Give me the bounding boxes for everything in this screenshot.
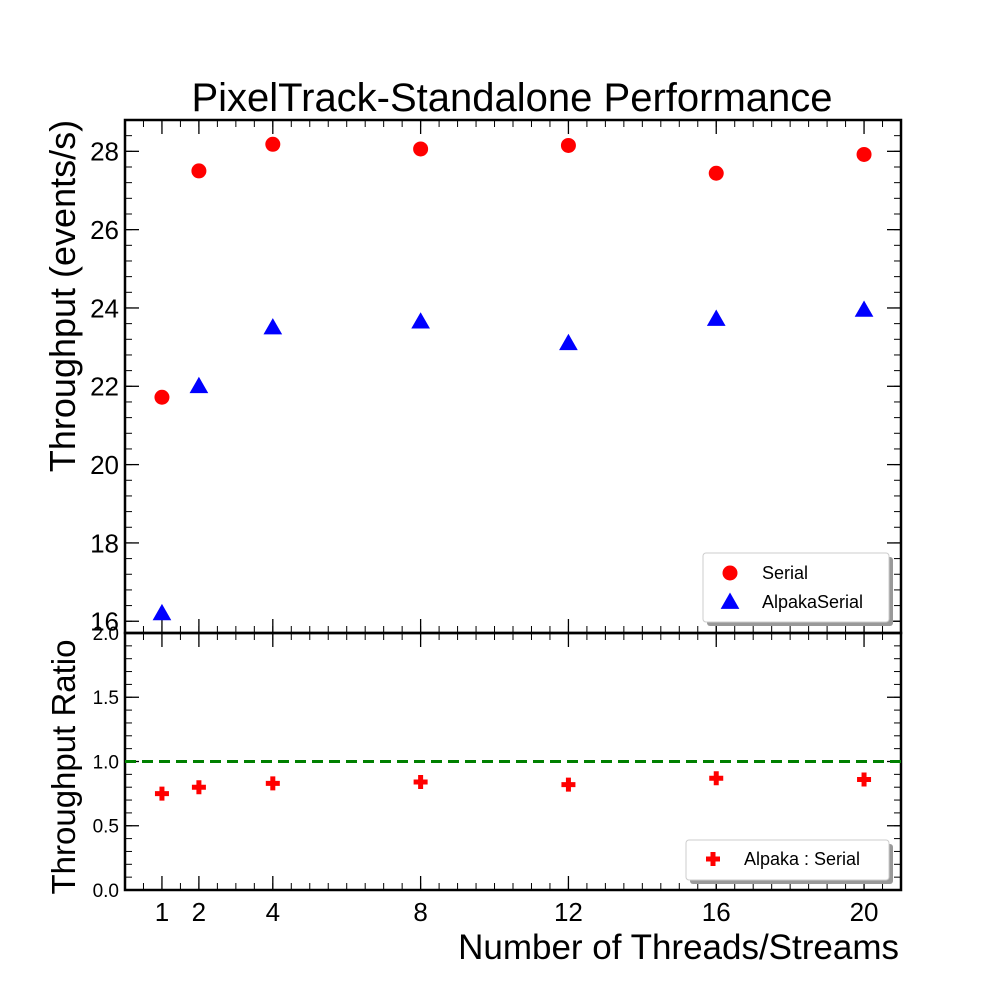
bottom-x-tick-label: 20 [850,897,879,927]
top-y-tick-label: 22 [90,372,119,402]
serial-point [856,146,872,162]
alpakaserial-point [152,603,172,621]
legend-label: AlpakaSerial [762,592,863,612]
bottom-x-tick-label: 16 [702,897,731,927]
serial-point [413,141,429,157]
serial-point [708,165,724,181]
top-y-tick-label: 26 [90,215,119,245]
bottom-x-tick-label: 1 [155,897,169,927]
legend-label: Serial [762,563,808,583]
bottom-y-tick-label: 2.0 [93,624,119,645]
alpakaserial-point [559,333,578,351]
bottom-x-tick-label: 8 [413,897,427,927]
top-y-tick-label: 18 [90,528,119,558]
bottom-x-tick-label: 12 [554,897,583,927]
bottom-y-tick-label: 1.5 [93,688,119,709]
alpakaserial-point [263,318,283,335]
ratio-point [413,775,428,790]
legend-ratio-marker [706,852,720,866]
alpakaserial-point [411,312,430,329]
alpakaserial-point [854,300,874,317]
bottom-legend-box [685,839,890,881]
alpakaserial-point [706,309,726,326]
legend-alpakaserial-marker [720,592,740,609]
serial-point [154,389,170,405]
bottom-y-axis-label: Throughput Ratio [45,640,82,895]
top-legend-box [702,552,890,623]
bottom-y-tick-label: 1.0 [93,752,119,773]
top-y-axis-label: Throughput (events/s) [42,120,83,472]
alpakaserial-point [189,376,209,394]
serial-point [560,137,576,153]
ratio-point [561,777,576,792]
serial-point [265,136,281,152]
bottom-y-tick-label: 0.0 [93,881,119,902]
top-y-tick-label: 28 [90,137,119,167]
ratio-point [709,771,724,786]
legend-label: Alpaka : Serial [744,849,860,869]
ratio-point [265,776,280,791]
top-y-tick-label: 24 [90,293,119,323]
chart-title: PixelTrack-Standalone Performance [191,76,832,120]
bottom-y-tick-label: 0.5 [93,817,119,838]
bottom-x-tick-label: 4 [266,897,280,927]
legend-serial-marker [722,565,738,581]
top-y-tick-label: 16 [90,607,119,637]
ratio-point [154,786,169,801]
bottom-x-tick-label: 2 [192,897,206,927]
ratio-point [857,772,872,787]
serial-point [191,163,207,179]
ratio-point [191,780,206,795]
top-y-tick-label: 20 [90,450,119,480]
x-axis-label: Number of Threads/Streams [458,928,899,967]
